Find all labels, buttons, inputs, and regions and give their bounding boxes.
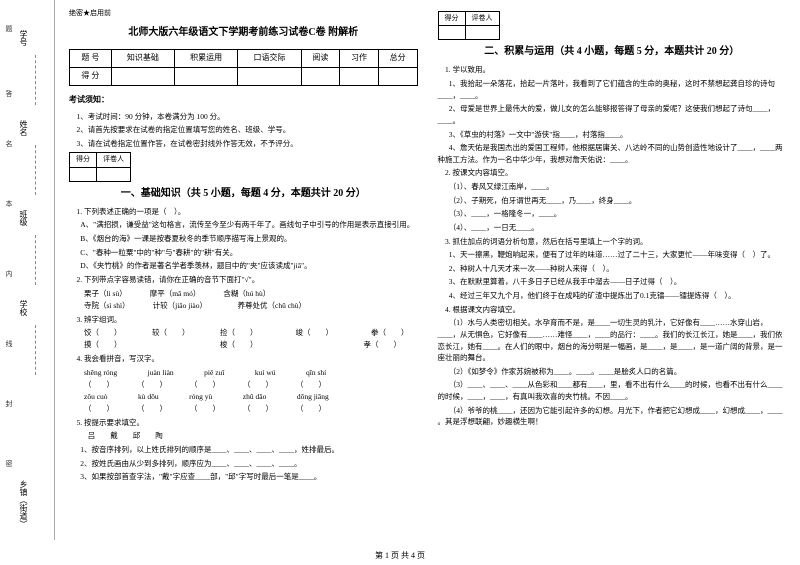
r3-stem: 3. 抓住加点的词语分析句意，然后在括号里填上一个字的词。 <box>438 236 787 248</box>
r2-sub: （4）、____，一日无____。 <box>438 222 787 234</box>
q4-row: zōu cuò kù dōu róng yù zhǔ dǎo dōng jiān… <box>69 391 418 403</box>
margin-line <box>35 55 36 105</box>
q1-opt: C、"春种一粒粟"中的"种"与"春耕"的"耕"有关。 <box>69 247 418 259</box>
score-table: 题 号 知识基础 积累运用 口语交际 阅读 习作 总分 得 分 <box>69 49 418 86</box>
q4-row: （ ） （ ） （ ） （ ） （ ） <box>69 379 418 391</box>
section2-title: 二、积累与运用（共 4 小题，每题 5 分，本题共计 20 分） <box>438 44 787 60</box>
th: 总分 <box>378 50 417 68</box>
q5-sub: 1、按音序排列，以上姓氏排列的顺序是____、____、____、____，姓排… <box>69 444 418 456</box>
row-label: 得 分 <box>70 67 112 85</box>
q2-row: 栗子（lì sù） 摩平（mā mó） 含糊（hú hù） <box>69 288 418 300</box>
q5-sub: 3、如果按部首查字法，"戴"字应查____部，"邱"字写时最后一笔是____。 <box>69 471 418 483</box>
r4-stem: 4. 根据课文内容填空。 <box>438 304 787 316</box>
seal-text: 内 <box>4 270 14 277</box>
binding-margin: 学号 姓名 班级 学校 乡镇（街道） 题 答 名 本 内 线 封 密 <box>0 0 55 540</box>
seal-text: 名 <box>4 140 14 147</box>
th: 口语交际 <box>238 50 301 68</box>
r1-sub: 1、我拾起一朵落花，拾起一片落叶，我看到了它们蕴含的生命的奥秘，这时不禁想起龚自… <box>438 78 787 101</box>
q3-stem: 3. 辨字组词。 <box>69 314 418 326</box>
q4-stem: 4. 我会看拼音，写汉字。 <box>69 353 418 365</box>
section1-title: 一、基础知识（共 5 小题，每题 4 分，本题共计 20 分） <box>69 186 418 202</box>
seal-text: 本 <box>4 200 14 207</box>
right-column: 得分评卷人 二、积累与运用（共 4 小题，每题 5 分，本题共计 20 分） 1… <box>428 8 797 540</box>
exam-title: 北师大版六年级语文下学期考前练习试卷C卷 附解析 <box>69 25 418 41</box>
r4-line: （1）水与人类密切相关。水孕育而不是，是____一切生灵的乳汁，它好像有____… <box>438 317 787 364</box>
th: 积累运用 <box>175 50 238 68</box>
seal-text: 密 <box>4 460 14 467</box>
r1-stem: 1. 学以致用。 <box>438 64 787 76</box>
scorer-table: 得分评卷人 <box>69 152 131 181</box>
r1-sub: 4、詹天佑是我国杰出的爱国工程师，他根据居庸关、八达岭不同的山势创造性地设计了_… <box>438 142 787 165</box>
margin-line <box>35 325 36 375</box>
r3-sub: 3、在默默里算着，八千多日子已经从我手中溜去——日子过得（ ）。 <box>438 276 787 288</box>
r3-sub: 2、种树人十几天才来一次——种树人来得（ ）。 <box>438 263 787 275</box>
content-area: 绝密★启用前 北师大版六年级语文下学期考前练习试卷C卷 附解析 题 号 知识基础… <box>55 0 800 540</box>
q5-line: 吕 戴 邱 陶 <box>69 430 418 442</box>
q4-row: （ ） （ ） （ ） （ ） （ ） <box>69 403 418 415</box>
q3-row: 饺（ ） 较（ ） 捡（ ） 竣（ ） 拳（ ） <box>69 327 418 339</box>
seal-text: 线 <box>4 340 14 347</box>
r1-sub: 2、母爱是世界上最伟大的爱，做儿女的怎么能够报答得了母亲的爱呢？这使我们想起了诗… <box>438 103 787 126</box>
q1-opt: B、《烟台的海》一课是按春夏秋冬的季节顺序描写海上景观的。 <box>69 233 418 245</box>
q2-row: 寺院（sì shì） 计较（jiǎo jiào） 养尊处优（chǔ chù） <box>69 300 418 312</box>
margin-label-name: 姓名 <box>18 120 29 136</box>
margin-label-school: 学校 <box>18 300 29 316</box>
q4-row: shēng róng juàn liàn piě zuǐ kuí wú qīn … <box>69 367 418 379</box>
th: 阅读 <box>301 50 340 68</box>
scorer-table: 得分评卷人 <box>438 11 500 40</box>
notice-item: 3、请在试卷指定位置作答，在试卷密封线外作答无效，不予评分。 <box>69 138 418 150</box>
th: 知识基础 <box>111 50 174 68</box>
seal-text: 答 <box>4 90 14 97</box>
r2-sub: （3）、____，一格隆冬一，____。 <box>438 208 787 220</box>
page-footer: 第 1 页 共 4 页 <box>0 550 800 561</box>
margin-label-town: 乡镇（街道） <box>18 480 29 528</box>
margin-line <box>35 145 36 195</box>
q1-opt: A、"满招损，谦受益"这句格言，流传至今至少有两千年了。画线句子中引号的作用是表… <box>69 219 418 231</box>
r4-line: （2）《如梦令》作家苏婉被称为____。____。____是脍炙人口的名篇。 <box>438 366 787 378</box>
seal-text: 封 <box>4 400 14 407</box>
margin-line <box>35 235 36 285</box>
r3-sub: 1、天一擦黑，鞭炮响起来，便有了过年的味道……过了二十三，大家更忙——年味变得（… <box>438 249 787 261</box>
r1-sub: 3、《草虫的村落》一文中"游侠"指____，村落指____。 <box>438 129 787 141</box>
left-column: 绝密★启用前 北师大版六年级语文下学期考前练习试卷C卷 附解析 题 号 知识基础… <box>59 8 428 540</box>
th: 习作 <box>340 50 379 68</box>
q2-stem: 2. 下列带点字容易读错，请你在正确的音节下面打"√"。 <box>69 274 418 286</box>
q5-stem: 5. 按提示要求填空。 <box>69 417 418 429</box>
r4-line: （3）____、____、____从色彩和____都有____，里，看不出有什么… <box>438 379 787 402</box>
notice-title: 考试须知： <box>69 94 418 107</box>
notice-item: 2、请首先按要求在试卷的指定位置填写您的姓名、班级、学号。 <box>69 124 418 136</box>
r2-sub: （2）、子期死，伯牙谓世再无____，乃____，终身____。 <box>438 195 787 207</box>
r2-sub: （1）、春风又绿江南岸，____。 <box>438 181 787 193</box>
secret-mark: 绝密★启用前 <box>69 8 418 19</box>
r2-stem: 2. 按课文内容填空。 <box>438 167 787 179</box>
q3-row: 摸（ ） 梭（ ） 孝（ ） <box>69 339 418 351</box>
margin-label-id: 学号 <box>18 30 29 46</box>
margin-label-class: 班级 <box>18 210 29 226</box>
th: 题 号 <box>70 50 112 68</box>
notice-item: 1、考试时间：90 分钟，本卷满分为 100 分。 <box>69 111 418 123</box>
seal-text: 题 <box>4 25 14 32</box>
r4-line: （4）爷爷的桃____，还因为它能引起许多的幻想。月光下，作者把它幻想成____… <box>438 405 787 428</box>
q1-opt: D、《夹竹桃》的作者是著名学者季羡林，题目中的"夹"应该读成"jiā"。 <box>69 260 418 272</box>
q1-stem: 1. 下列表述正确的一项是（ ）。 <box>69 206 418 218</box>
r3-sub: 4、经过三年又九个月，他们终于在成吨的矿渣中提炼出了0.1克镭——镭提炼得（ ）… <box>438 290 787 302</box>
q5-sub: 2、按姓氏画由从少到多排列，顺序应为____、____、____、____。 <box>69 458 418 470</box>
